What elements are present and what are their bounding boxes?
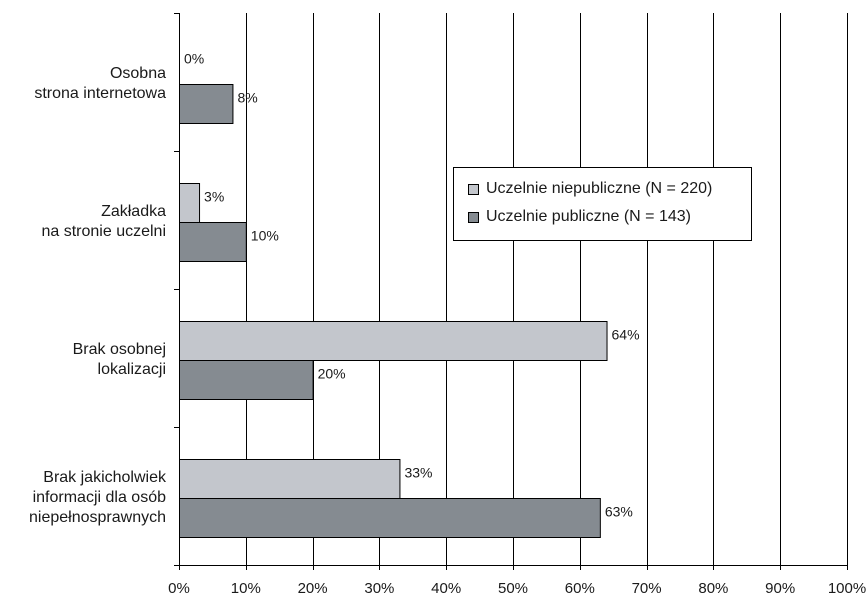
- data-label: 10%: [251, 228, 279, 244]
- x-tick-label: 50%: [498, 580, 528, 597]
- bar: [179, 321, 608, 361]
- bar: [179, 183, 201, 223]
- x-tick-label: 80%: [698, 580, 728, 597]
- bar: [179, 459, 401, 499]
- axes: [174, 13, 848, 570]
- category-label: Osobna strona internetowa: [0, 64, 166, 104]
- x-tick-label: 10%: [231, 580, 261, 597]
- category-label-line: Brak osobnej: [72, 341, 166, 358]
- legend-swatch-publiczne: [468, 211, 479, 223]
- data-labels: 0% 3% 64% 33% 8% 10% 20% 63%: [184, 51, 640, 520]
- data-label: 33%: [404, 465, 432, 481]
- category-label-line: na stronie uczelni: [41, 223, 166, 240]
- data-label: 0%: [184, 51, 204, 67]
- x-tick-label: 90%: [765, 580, 795, 597]
- category-label-line: Osobna: [109, 65, 166, 82]
- legend-item-publiczne: Uczelnie publiczne (N = 143): [468, 206, 691, 228]
- data-label: 3%: [204, 189, 224, 205]
- x-tick-label: 100%: [828, 580, 866, 597]
- category-label: Brak jakicholwiek informacji dla osób niep…: [0, 468, 166, 528]
- legend-label-publiczne: Uczelnie publiczne (N = 143): [486, 208, 691, 225]
- data-label: 63%: [605, 504, 633, 520]
- bars: [179, 84, 608, 538]
- category-label-line: Zakładka: [101, 203, 166, 220]
- x-tick-label: 0%: [168, 580, 190, 597]
- category-label-line: niepełnosprawnych: [29, 509, 166, 526]
- x-tick-label: 20%: [298, 580, 328, 597]
- x-tick-label: 60%: [565, 580, 595, 597]
- data-label: 64%: [612, 327, 640, 343]
- data-label: 8%: [237, 90, 257, 106]
- x-tick-labels: 0% 10% 20% 30% 40% 50% 60% 70% 80% 90% 100%: [168, 580, 866, 597]
- bar: [179, 84, 234, 124]
- category-label-line: informacji dla osób: [32, 489, 166, 506]
- legend-swatch-niepubliczne: [468, 183, 479, 195]
- legend-item-niepubliczne: Uczelnie niepubliczne (N = 220): [468, 178, 712, 200]
- legend: Uczelnie niepubliczne (N = 220) Uczelnie…: [453, 167, 752, 241]
- gridlines: [246, 13, 848, 565]
- category-label-line: strona internetowa: [34, 85, 166, 102]
- x-tick-label: 40%: [431, 580, 461, 597]
- x-tick-label: 30%: [364, 580, 394, 597]
- data-label: 20%: [318, 366, 346, 382]
- legend-label-niepubliczne: Uczelnie niepubliczne (N = 220): [486, 180, 713, 197]
- bar: [179, 498, 601, 538]
- category-label-line: lokalizacji: [97, 361, 166, 378]
- bar: [179, 222, 247, 262]
- bar: [179, 360, 314, 400]
- category-label-line: Brak jakicholwiek: [43, 469, 166, 486]
- category-label: Zakładka na stronie uczelni: [0, 202, 166, 242]
- category-label: Brak osobnej lokalizacji: [0, 340, 166, 380]
- x-tick-label: 70%: [632, 580, 662, 597]
